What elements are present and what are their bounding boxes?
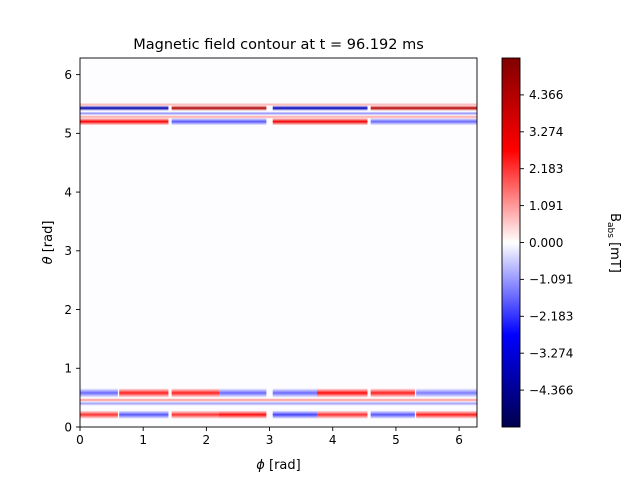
heatmap-bands — [80, 102, 477, 419]
heatmap-band-0-seg-0 — [80, 410, 118, 419]
y-tick-label: 5 — [64, 127, 72, 141]
x-axis-unit: [rad] — [265, 458, 301, 473]
heatmap-band-0-seg-3 — [219, 410, 267, 419]
colorbar-label-unit: [mT] — [607, 238, 622, 273]
x-axis-symbol: ϕ — [256, 458, 265, 473]
colorbar-tick-label: 0.000 — [529, 236, 563, 250]
colorbar — [501, 57, 521, 428]
x-tick-label: 1 — [139, 433, 147, 447]
x-tick-label: 4 — [329, 433, 337, 447]
y-axis-ticks: 0 1 2 3 4 5 6 — [64, 68, 80, 434]
heatmap-band-4-seg-2 — [272, 117, 368, 126]
x-axis-label: ϕ [rad] — [256, 458, 300, 473]
heatmap-band-7-seg-3 — [370, 105, 477, 111]
x-tick-label: 2 — [203, 433, 211, 447]
heatmap-band-3-seg-4 — [272, 388, 317, 398]
heatmap-band-7-seg-1 — [171, 105, 267, 111]
colorbar-label: Babs [mT] — [605, 213, 622, 273]
heatmap-band-3-seg-0 — [80, 388, 118, 398]
y-tick-label: 6 — [64, 68, 72, 82]
colorbar-ticks: 4.366 3.274 2.183 1.091 0.000 −1.091 −2.183 −3.… — [520, 88, 573, 397]
heatmap-band-2-seg-0 — [80, 398, 477, 402]
colorbar-tick-label: 4.366 — [529, 88, 563, 102]
heatmap-band-4-seg-1 — [171, 117, 267, 126]
heatmap-band-3-seg-3 — [219, 388, 267, 398]
y-axis-unit: [rad] — [41, 221, 56, 257]
x-tick-label: 3 — [266, 433, 274, 447]
colorbar-tick-label: −1.091 — [529, 273, 573, 287]
heatmap-band-0-seg-2 — [171, 410, 220, 419]
heatmap-band-5-seg-0 — [80, 115, 477, 119]
x-tick-label: 0 — [76, 433, 84, 447]
heatmap-band-0-seg-7 — [416, 410, 477, 419]
x-axis-ticks: 0 1 2 3 4 5 6 — [76, 427, 463, 447]
y-axis-symbol: θ — [41, 256, 56, 264]
heatmap-band-8-seg-0 — [80, 102, 477, 107]
heatmap-band-0-seg-1 — [119, 410, 169, 419]
heatmap-band-1-seg-0 — [80, 401, 477, 406]
y-axis-label: θ [rad] — [41, 221, 56, 265]
heatmap-band-0-seg-5 — [316, 410, 368, 419]
y-tick-label: 2 — [64, 303, 72, 317]
colorbar-tick-label: 2.183 — [529, 162, 563, 176]
heatmap-band-3-seg-1 — [119, 388, 169, 398]
heatmap-band-3-seg-6 — [370, 388, 415, 398]
heatmap-band-4-seg-0 — [80, 117, 169, 126]
colorbar-tick-label: −2.183 — [529, 310, 573, 324]
heatmap-band-7-seg-0 — [80, 105, 169, 111]
colorbar-tick-label: −4.366 — [529, 383, 573, 397]
heatmap-band-4-seg-3 — [370, 117, 477, 126]
colorbar-tick-label: −3.274 — [529, 346, 573, 360]
y-tick-label: 1 — [64, 362, 72, 376]
y-tick-label: 4 — [64, 185, 72, 199]
x-tick-label: 6 — [455, 433, 463, 447]
chart-title: Magnetic field contour at t = 96.192 ms — [133, 37, 424, 53]
heatmap-band-3-seg-7 — [416, 388, 477, 398]
heatmap-band-3-seg-5 — [316, 388, 368, 398]
plot-frame — [79, 57, 478, 428]
heatmap-band-0-seg-6 — [370, 410, 415, 419]
heatmap-band-6-seg-0 — [80, 111, 477, 116]
x-tick-label: 5 — [392, 433, 400, 447]
heatmap-band-7-seg-2 — [272, 105, 368, 111]
y-tick-label: 3 — [64, 244, 72, 258]
colorbar-label-sub: abs — [605, 222, 615, 238]
heatmap-band-0-seg-4 — [272, 410, 317, 419]
y-tick-label: 0 — [64, 420, 72, 434]
colorbar-tick-label: 3.274 — [529, 125, 563, 139]
heatmap-band-3-seg-2 — [171, 388, 220, 398]
colorbar-tick-label: 1.091 — [529, 199, 563, 213]
colorbar-label-main: B — [607, 213, 622, 222]
